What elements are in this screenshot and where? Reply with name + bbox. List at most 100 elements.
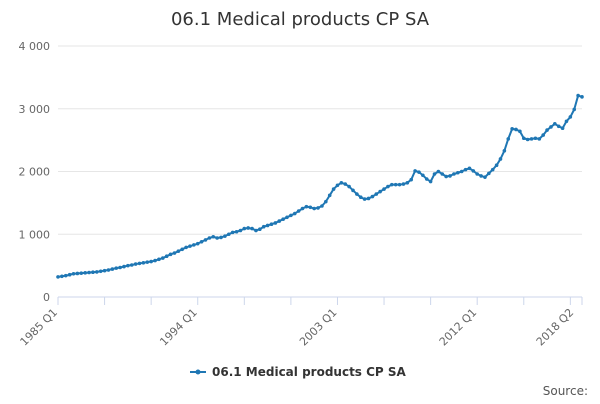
data-point: [250, 226, 254, 231]
data-point: [541, 133, 545, 137]
data-point: [432, 172, 437, 176]
data-point: [572, 107, 577, 112]
data-point: [211, 234, 216, 239]
x-tick-label: 1985 Q1: [18, 306, 61, 349]
y-tick-label: 2 000: [19, 166, 51, 179]
data-point: [413, 169, 417, 173]
data-point: [320, 204, 324, 208]
data-point: [195, 241, 200, 246]
data-point: [549, 125, 553, 129]
data-point: [452, 172, 456, 176]
data-point: [145, 260, 150, 264]
data-point: [382, 187, 386, 191]
data-point: [362, 197, 367, 201]
x-tick-label: 1994 Q1: [157, 306, 200, 349]
x-tick-label: 2003 Q1: [297, 306, 340, 349]
data-point: [576, 93, 580, 98]
data-point: [327, 193, 332, 198]
data-point: [106, 268, 111, 272]
data-point: [424, 177, 429, 181]
data-point: [521, 136, 526, 141]
data-point: [126, 263, 130, 268]
data-point: [343, 182, 348, 186]
data-point: [67, 272, 72, 277]
data-point: [510, 127, 514, 131]
data-point: [258, 227, 262, 232]
data-point: [514, 127, 518, 132]
data-point: [129, 263, 134, 267]
data-point: [483, 175, 487, 179]
data-point: [203, 238, 208, 242]
data-point: [347, 184, 351, 189]
data-point: [564, 119, 569, 124]
data-point: [316, 206, 320, 210]
data-point: [95, 270, 99, 274]
series-line: [57, 94, 583, 278]
data-point: [421, 173, 425, 178]
data-point: [102, 268, 107, 273]
data-point: [269, 222, 274, 227]
data-point: [75, 271, 80, 276]
data-point: [192, 243, 196, 247]
data-point: [409, 177, 414, 182]
data-point: [386, 184, 390, 189]
data-point: [498, 157, 503, 161]
data-point: [157, 257, 161, 262]
data-point: [184, 245, 188, 250]
x-tick-label: 2018 Q2: [534, 306, 577, 349]
data-point: [234, 229, 239, 234]
legend[interactable]: 06.1 Medical products CP SA: [190, 365, 407, 379]
y-tick-label: 0: [43, 291, 50, 304]
y-tick-label: 3 000: [19, 103, 51, 116]
y-tick-label: 4 000: [19, 40, 51, 53]
data-point: [471, 169, 476, 173]
data-point: [459, 169, 464, 174]
data-point: [277, 219, 282, 223]
data-point: [405, 181, 410, 185]
data-point: [401, 182, 406, 186]
data-point: [219, 235, 223, 240]
data-point: [254, 228, 258, 233]
data-point: [428, 179, 433, 184]
data-point: [118, 265, 122, 270]
data-point: [537, 137, 542, 141]
data-point: [335, 183, 340, 188]
data-point: [149, 259, 153, 264]
data-point: [533, 136, 538, 141]
legend-marker-icon: [195, 369, 201, 375]
data-point: [98, 269, 103, 274]
data-point: [393, 182, 398, 187]
data-point: [153, 258, 157, 263]
data-point: [417, 170, 421, 174]
data-point: [444, 174, 448, 179]
y-axis-labels: 0 1 000 2 000 3 000 4 000: [19, 40, 51, 304]
data-point: [91, 270, 95, 275]
data-point: [281, 217, 285, 221]
data-point: [79, 271, 84, 275]
series-layer: [56, 93, 584, 279]
data-point: [494, 163, 499, 168]
data-point: [545, 128, 549, 132]
data-point: [553, 122, 557, 126]
data-point: [518, 129, 522, 134]
data-point: [292, 211, 297, 216]
data-point: [230, 230, 235, 235]
data-point: [110, 267, 115, 271]
data-point: [525, 137, 530, 142]
data-point: [168, 252, 173, 257]
data-point: [390, 182, 394, 187]
data-point: [261, 224, 266, 229]
data-point: [63, 273, 68, 278]
credits-label: Source:: [543, 384, 588, 398]
data-point: [479, 174, 483, 178]
data-point: [308, 205, 313, 210]
data-point: [448, 174, 452, 178]
data-point: [487, 171, 491, 176]
data-point: [265, 223, 270, 228]
x-axis: [57, 296, 583, 305]
data-point: [374, 192, 379, 196]
data-point: [83, 271, 87, 275]
data-point: [238, 228, 243, 233]
